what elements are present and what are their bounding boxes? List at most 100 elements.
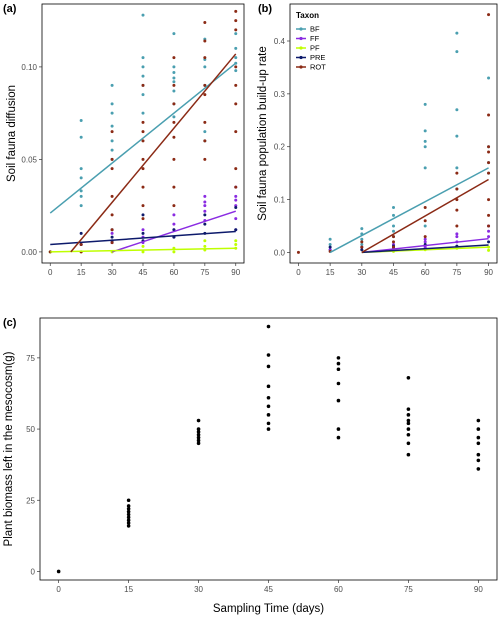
y-tick-label: 25 [26, 496, 35, 505]
data-point [336, 427, 341, 431]
data-point [328, 237, 332, 241]
fit-line-pre [50, 230, 236, 246]
fit-line-bf [329, 167, 489, 254]
data-point [141, 139, 145, 143]
data-point [110, 139, 114, 143]
data-point [455, 235, 459, 239]
legend-entry-ff: FF [310, 34, 320, 43]
data-point [423, 206, 427, 209]
data-point [455, 134, 459, 138]
fit-line-bf [49, 62, 237, 214]
data-point [203, 83, 207, 87]
data-point [406, 432, 411, 437]
data-point [406, 427, 411, 431]
data-point [172, 56, 176, 60]
data-point [360, 248, 364, 252]
data-point [234, 32, 238, 36]
series-rot [296, 13, 491, 254]
data-point [203, 204, 207, 208]
data-point [487, 171, 491, 175]
data-point [455, 187, 459, 191]
data-point [455, 224, 459, 228]
x-tick-label: 75 [200, 268, 209, 277]
data-point [266, 364, 271, 369]
x-tick-label: 30 [357, 268, 366, 277]
data-point [203, 194, 207, 198]
data-point [296, 250, 300, 254]
x-tick-label: 90 [474, 585, 483, 594]
data-point [406, 452, 411, 457]
x-tick-label: 45 [139, 268, 148, 277]
data-point [234, 228, 238, 232]
data-point [423, 240, 427, 244]
data-point [266, 353, 271, 357]
data-point [141, 111, 145, 115]
data-point [266, 404, 271, 409]
data-point [79, 119, 83, 123]
data-point [203, 56, 207, 60]
y-tick-label: 0.4 [274, 37, 286, 46]
data-point [79, 135, 83, 139]
fit-line-ff [111, 210, 236, 253]
data-point [476, 467, 481, 471]
data-point [234, 65, 238, 69]
data-point [141, 217, 145, 221]
data-point [487, 161, 491, 165]
data-point [203, 65, 207, 69]
y-tick-label: 0.05 [21, 155, 37, 164]
data-point [406, 407, 411, 411]
data-point [141, 93, 145, 97]
data-point [79, 194, 83, 198]
data-point [487, 13, 491, 17]
data-point [234, 167, 238, 171]
data-point [266, 421, 271, 426]
y-axis-label: Soil fauna diffusion [6, 85, 18, 182]
legend-entry-bf: BF [310, 25, 320, 34]
data-point [423, 224, 427, 228]
legend-entry-pf: PF [310, 44, 320, 53]
plot-frame [289, 3, 498, 264]
y-tick-label: 0.2 [274, 143, 286, 152]
data-point [423, 237, 427, 241]
data-point [392, 235, 395, 239]
data-point [141, 120, 145, 124]
data-point [79, 204, 83, 208]
data-point [487, 213, 491, 217]
data-point [79, 243, 83, 246]
data-point [172, 115, 176, 119]
x-tick-label: 30 [194, 585, 203, 594]
data-point [126, 509, 131, 514]
data-point [110, 231, 114, 235]
data-point [110, 228, 114, 232]
data-point [141, 250, 145, 254]
data-point [141, 231, 145, 235]
data-point [203, 157, 207, 161]
data-point [141, 56, 145, 60]
data-point [476, 458, 481, 463]
x-tick-label: 15 [326, 268, 335, 277]
panel-b: 0 15 30 45 60 75 90 0.0 0.1 0.2 0.3 0.4 (b) Soil faun… [257, 3, 498, 277]
data-point [203, 239, 207, 243]
x-tick-label: 90 [231, 268, 240, 277]
data-point [423, 139, 427, 143]
data-point [110, 148, 114, 152]
data-point [196, 441, 201, 446]
data-point [172, 157, 176, 161]
data-point [203, 130, 207, 134]
data-point [476, 441, 481, 446]
panel-label: (a) [3, 3, 17, 15]
legend-entry-rot: ROT [310, 63, 326, 72]
data-point [110, 83, 114, 87]
data-point [455, 208, 459, 212]
legend-title: Taxon [296, 11, 319, 20]
panel-label: (b) [258, 3, 272, 15]
data-point [126, 507, 131, 511]
data-point [196, 438, 201, 443]
data-point [360, 245, 364, 249]
data-point [126, 512, 131, 517]
x-tick-label: 60 [421, 268, 430, 277]
data-point [392, 224, 395, 228]
data-point [126, 524, 131, 528]
data-point [56, 569, 61, 574]
data-point [234, 28, 238, 32]
